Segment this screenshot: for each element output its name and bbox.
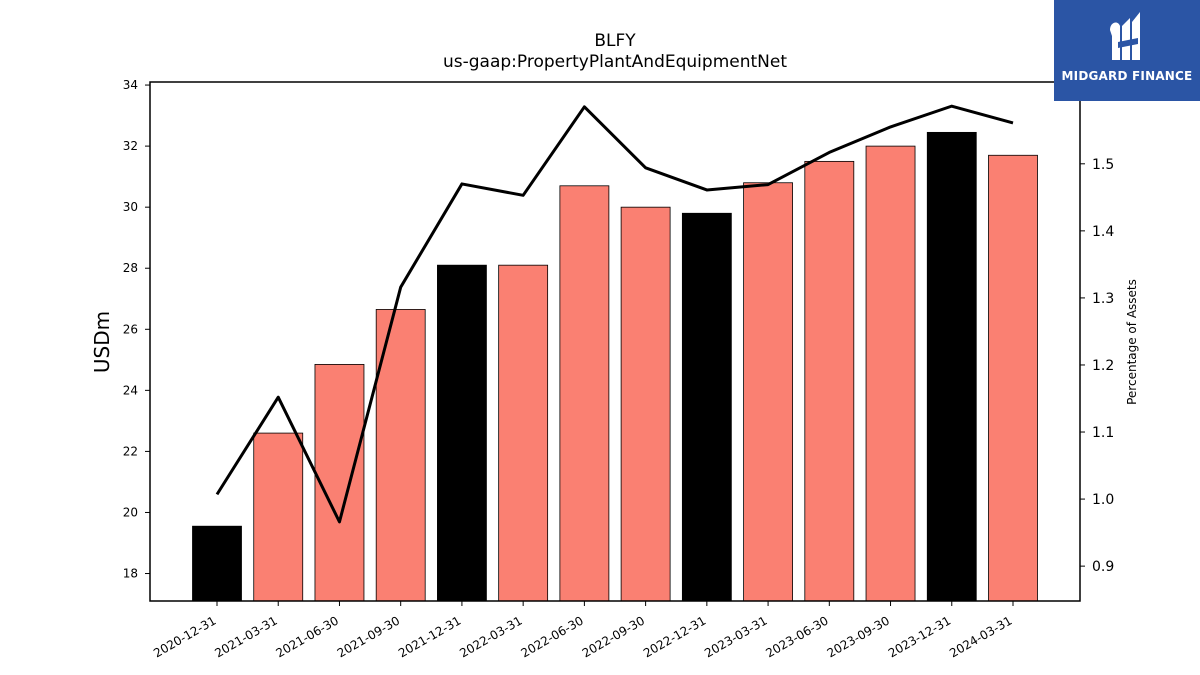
- bar: [498, 264, 549, 602]
- x-tick-label: 2022-06-30: [518, 613, 585, 660]
- x-tick-label: 2023-03-31: [702, 613, 769, 660]
- logo-text: MIDGARD FINANCE: [1061, 69, 1193, 83]
- y-tick-label: 28: [123, 261, 138, 275]
- bar: [559, 185, 610, 602]
- bar: [253, 432, 304, 602]
- brand-logo: MIDGARD FINANCE: [1054, 0, 1200, 101]
- x-tick-label: 2022-12-31: [641, 613, 708, 660]
- y2-tick-label: 1.3: [1092, 291, 1114, 307]
- x-tick-label: 2020-12-31: [151, 613, 218, 660]
- chart-subtitle: us-gaap:PropertyPlantAndEquipmentNet: [443, 52, 787, 72]
- x-tick-label: 2023-06-30: [763, 613, 830, 660]
- y-tick-label: 18: [123, 567, 138, 581]
- series-line: [215, 104, 1014, 524]
- bar: [804, 160, 855, 602]
- x-tick-label: 2021-06-30: [274, 613, 341, 660]
- y2-axis-label: Percentage of Assets: [1125, 279, 1139, 405]
- bar: [988, 154, 1038, 602]
- bar: [375, 309, 426, 602]
- x-tick-label: 2021-09-30: [335, 613, 402, 660]
- bar: [314, 363, 365, 602]
- y-axis-label: USDm: [90, 310, 114, 374]
- y-tick-label: 30: [123, 200, 138, 214]
- y2-tick-label: 1.5: [1092, 157, 1114, 173]
- y-tick-label: 22: [123, 444, 138, 458]
- x-tick-label: 2022-09-30: [580, 613, 647, 660]
- bar: [743, 182, 793, 602]
- x-tick-label: 2021-03-31: [212, 613, 279, 660]
- x-tick-label: 2022-03-31: [457, 613, 524, 660]
- chart-title: BLFY: [594, 31, 636, 51]
- bar: [926, 131, 977, 602]
- bar: [865, 145, 916, 602]
- y-tick-label: 20: [123, 505, 138, 519]
- logo-mark-icon: [1110, 12, 1140, 60]
- y-tick-label: 24: [123, 383, 138, 397]
- y2-tick-label: 1.2: [1092, 358, 1114, 374]
- bar: [620, 206, 671, 602]
- x-tick-label: 2021-12-31: [396, 613, 463, 660]
- plot-frame: [149, 81, 1081, 602]
- y-tick-label: 26: [123, 322, 138, 336]
- y2-tick-label: 1.1: [1092, 425, 1114, 441]
- x-tick-label: 2023-12-31: [886, 613, 953, 660]
- y-tick-label: 34: [123, 78, 138, 92]
- x-tick-label: 2023-09-30: [825, 613, 892, 660]
- x-tick-label: 2024-03-31: [947, 613, 1014, 660]
- bar: [192, 525, 242, 602]
- y-tick-label: 32: [123, 139, 138, 153]
- y2-tick-label: 1.4: [1092, 224, 1114, 240]
- y2-tick-label: 1.0: [1092, 492, 1114, 508]
- bar: [681, 212, 732, 602]
- bar: [437, 264, 487, 602]
- y2-tick-label: 0.9: [1092, 559, 1114, 575]
